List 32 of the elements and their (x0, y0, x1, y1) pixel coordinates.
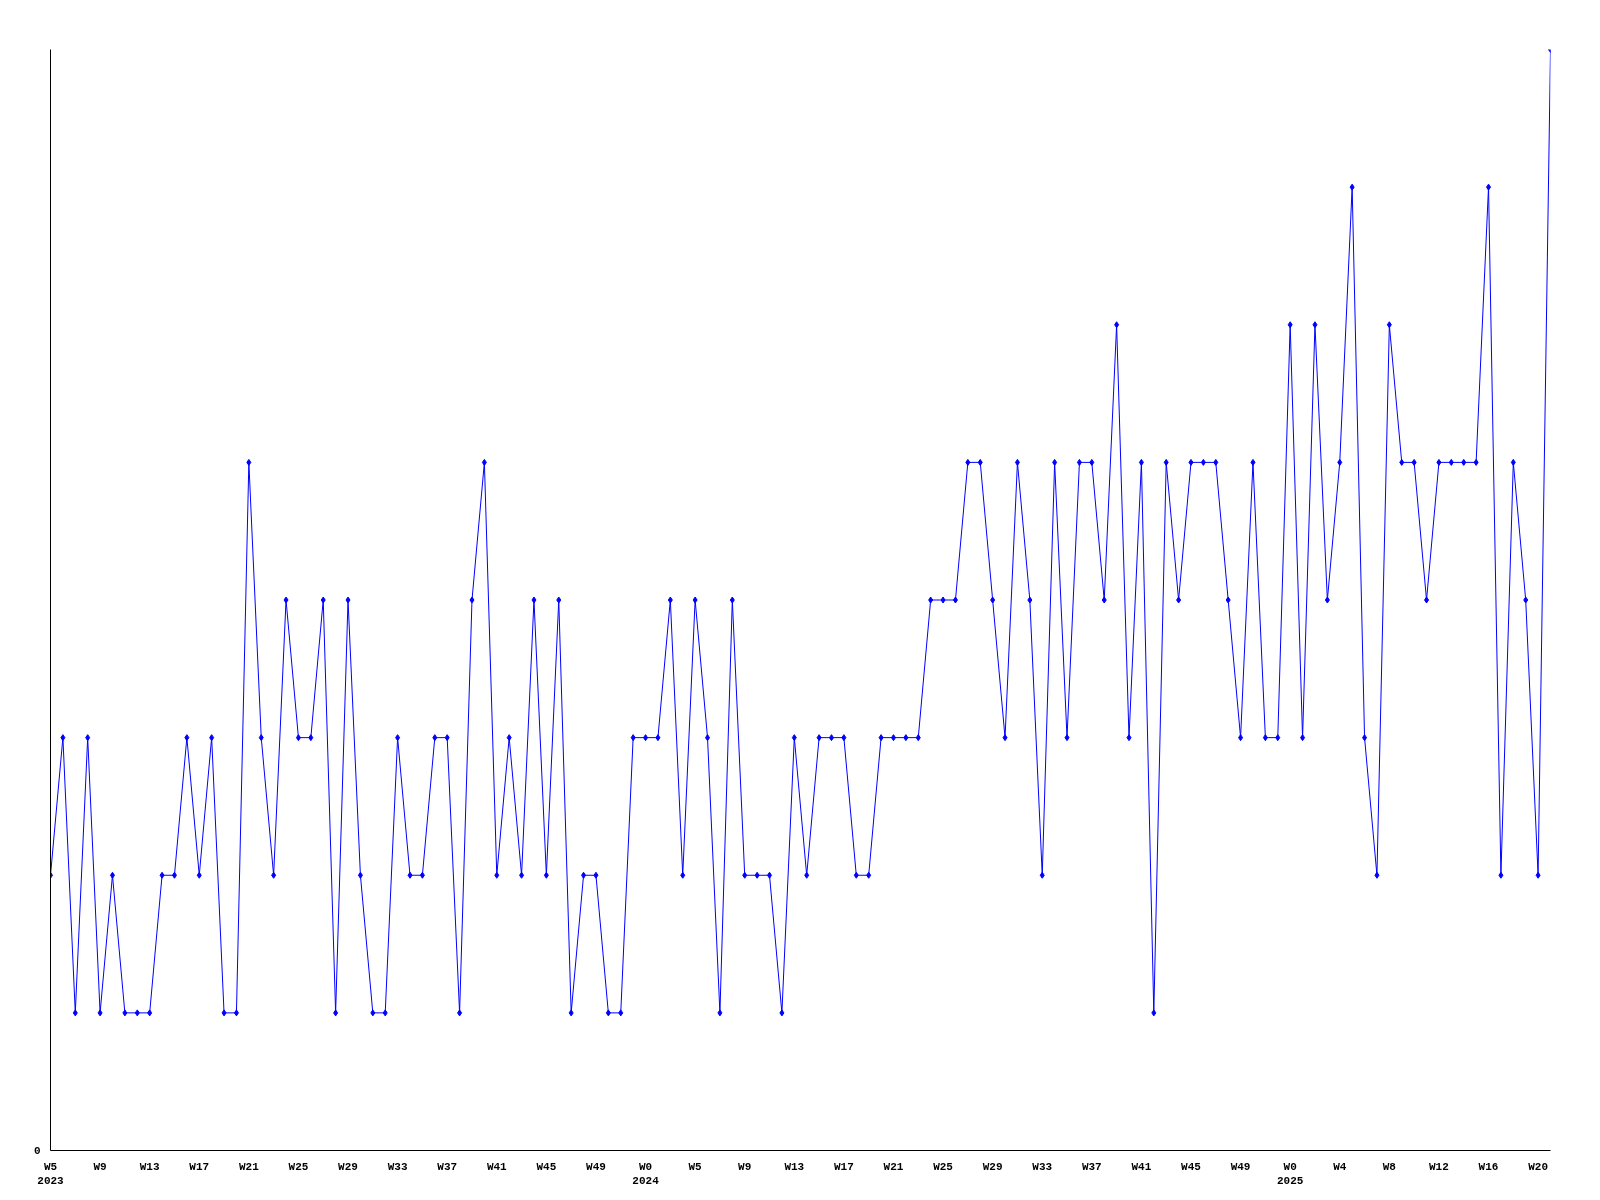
x-tick-label: W49 (586, 1160, 606, 1173)
x-tick-label: W41 (486, 1160, 508, 1173)
x-tick-label: W13 (139, 1160, 160, 1173)
x-tick-label: W17 (833, 1160, 854, 1173)
x-tick-label: W29 (338, 1160, 358, 1173)
x-tick-label: W4 (1333, 1160, 1347, 1173)
x-tick-label: W0 2025 (1276, 1160, 1304, 1187)
x-tick-label: W8 (1382, 1160, 1397, 1173)
x-tick-label: W37 (1081, 1160, 1102, 1173)
x-tick-label: W5 (688, 1160, 703, 1173)
x-tick-label: W5 2023 (37, 1160, 65, 1187)
x-tick-label: W17 (189, 1160, 210, 1173)
x-tick-label: W12 (1429, 1160, 1449, 1173)
x-tick-label: W9 (93, 1160, 107, 1173)
x-tick-label: W25 (933, 1160, 954, 1173)
x-tick-label: W49 (1230, 1160, 1251, 1173)
x-tick-label: W41 (1131, 1160, 1152, 1173)
x-tick-label: W13 (784, 1160, 805, 1173)
x-tick-label: W37 (437, 1160, 458, 1173)
x-tick-label: W21 (238, 1160, 260, 1173)
x-tick-label: W25 (288, 1160, 309, 1173)
x-tick-label: W45 (536, 1160, 557, 1173)
x-tick-label: W20 (1528, 1160, 1549, 1173)
x-tick-label: W21 (883, 1160, 904, 1173)
text: 0 (33, 1145, 41, 1157)
x-tick-label: W16 (1478, 1160, 1499, 1173)
x-tick-label: W33 (1032, 1160, 1053, 1173)
x-tick-label: W45 (1181, 1160, 1202, 1173)
x-tick-label: W33 (387, 1160, 408, 1173)
x-tick-label: W29 (982, 1160, 1003, 1173)
x-tick-label: W9 (738, 1160, 752, 1173)
x-tick-label: W0 2024 (632, 1160, 660, 1187)
